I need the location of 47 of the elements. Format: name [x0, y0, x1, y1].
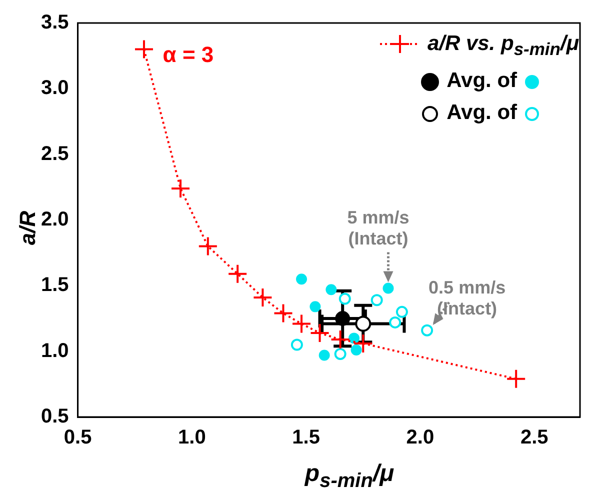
- point: [273, 303, 294, 324]
- point: [348, 332, 360, 344]
- point: [338, 292, 351, 305]
- point: [355, 316, 372, 332]
- point: [350, 344, 362, 356]
- x-tick-label: 2.5: [520, 426, 548, 449]
- x-tick-label: 0.5: [64, 426, 92, 449]
- annotation: 0.5 mm/s (Intact): [428, 277, 506, 318]
- x-tick-label: 2.0: [406, 426, 434, 449]
- point: [292, 314, 312, 334]
- point: [134, 39, 154, 60]
- point: [389, 316, 402, 328]
- y-tick-label: 2.5: [40, 142, 69, 165]
- y-tick-label: 3.5: [40, 12, 69, 34]
- annotation: α = 3: [162, 42, 214, 68]
- y-tick-label: 1.0: [40, 340, 69, 362]
- x-tick-label: 1.0: [178, 426, 206, 449]
- legend-label: Avg. of: [446, 101, 518, 124]
- point: [396, 306, 408, 318]
- point: [252, 287, 273, 308]
- legend-label: a/R vs. p$_{s-min}$/μ: [427, 32, 579, 60]
- x-axis-title: p$_{s-min}$/μ: [303, 460, 396, 493]
- point: [326, 284, 337, 296]
- annotation: 5 mm/s (Intact): [347, 207, 410, 248]
- point: [310, 301, 321, 312]
- point: [353, 333, 374, 354]
- point: [506, 368, 526, 389]
- y-tick-label: 2.0: [40, 208, 69, 231]
- point: [330, 330, 350, 350]
- point: [334, 348, 346, 360]
- y-tick-label: 1.5: [40, 274, 69, 296]
- y-axis-title: a/R: [15, 210, 41, 246]
- point: [318, 350, 330, 361]
- y-tick-label: 0.5: [40, 406, 69, 428]
- point: [296, 274, 308, 285]
- point: [228, 264, 248, 284]
- point: [170, 178, 191, 198]
- point: [198, 236, 218, 256]
- point: [370, 294, 383, 306]
- point: [382, 282, 394, 294]
- point: [290, 338, 303, 351]
- y-tick-label: 3.0: [40, 77, 69, 100]
- point: [421, 324, 434, 336]
- point: [335, 311, 350, 326]
- legend-label: Avg. of: [446, 69, 518, 92]
- x-tick-label: 1.5: [292, 426, 320, 449]
- point: [310, 322, 330, 343]
